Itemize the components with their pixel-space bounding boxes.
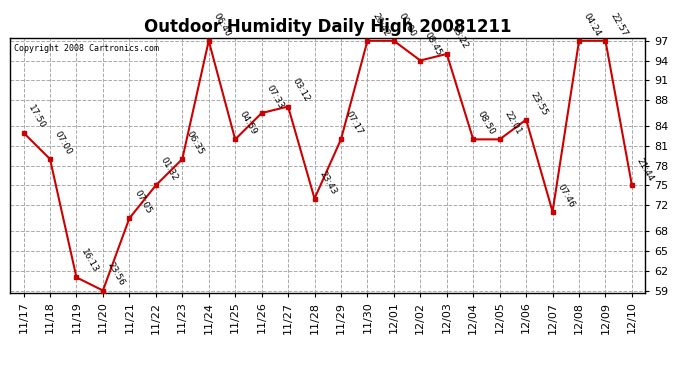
Text: 23:43: 23:43 <box>317 169 338 196</box>
Text: 08:45: 08:45 <box>423 31 444 58</box>
Text: 07:33: 07:33 <box>264 83 285 110</box>
Text: 07:05: 07:05 <box>132 189 153 216</box>
Title: Outdoor Humidity Daily High 20081211: Outdoor Humidity Daily High 20081211 <box>144 18 511 36</box>
Text: 08:50: 08:50 <box>476 110 497 136</box>
Text: 07:00: 07:00 <box>53 129 74 156</box>
Text: 04:24: 04:24 <box>582 11 602 38</box>
Text: 13:22: 13:22 <box>450 24 470 51</box>
Text: 17:50: 17:50 <box>26 103 47 130</box>
Text: 06:40: 06:40 <box>212 11 232 38</box>
Text: 23:55: 23:55 <box>529 90 549 117</box>
Text: 04:59: 04:59 <box>238 110 259 136</box>
Text: 06:35: 06:35 <box>185 129 206 156</box>
Text: Copyright 2008 Cartronics.com: Copyright 2008 Cartronics.com <box>14 44 159 53</box>
Text: 22:57: 22:57 <box>609 11 629 38</box>
Text: 22:01: 22:01 <box>502 110 523 136</box>
Text: 20:42: 20:42 <box>371 11 391 38</box>
Text: 01:32: 01:32 <box>159 156 179 183</box>
Text: 16:13: 16:13 <box>79 248 100 274</box>
Text: 07:46: 07:46 <box>555 182 576 209</box>
Text: 00:00: 00:00 <box>397 11 417 38</box>
Text: 07:17: 07:17 <box>344 110 364 136</box>
Text: 23:56: 23:56 <box>106 261 126 288</box>
Text: 03:12: 03:12 <box>291 77 311 104</box>
Text: 21:44: 21:44 <box>635 156 656 183</box>
